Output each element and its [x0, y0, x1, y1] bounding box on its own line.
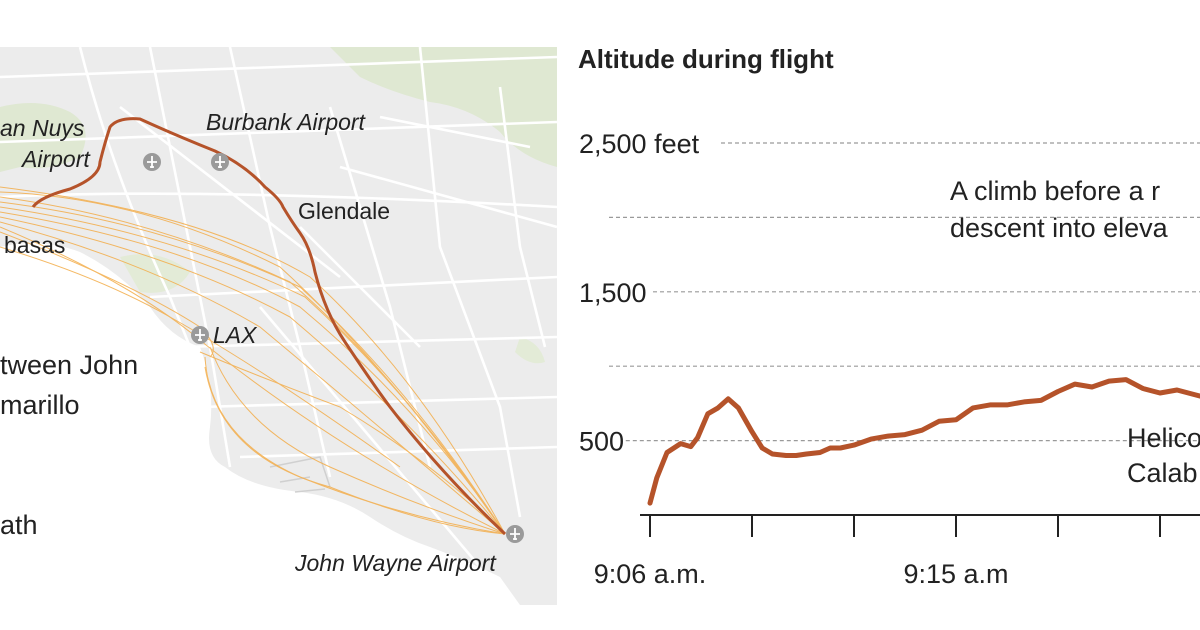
x-tick-label: 9:06 a.m.: [594, 559, 707, 589]
map-label-burbank-airport: Burbank Airport: [206, 109, 365, 135]
map-label-camarillo: marillo: [0, 390, 80, 420]
annotation-text: Calab: [1127, 458, 1198, 488]
y-tick-label: 1,500: [579, 278, 647, 308]
park-area: [0, 103, 86, 172]
port-area: [269, 456, 331, 493]
series-lines: [647, 377, 1200, 506]
altitude-chart: Altitude during flight 500 1,500 2,500 fee…: [557, 0, 1200, 630]
route-map: an Nuys Airport Burbank Airport Glendale…: [0, 47, 557, 605]
y-tick-label: 500: [579, 427, 624, 457]
map-label-lax: LAX: [213, 322, 257, 348]
park-area: [120, 254, 190, 293]
annotation-text: descent into eleva: [950, 213, 1169, 243]
map-label-glendale: Glendale: [298, 198, 391, 224]
ocean: [0, 243, 520, 605]
annotation-text: A climb before a r: [950, 176, 1160, 206]
previous-flight-paths: [0, 186, 506, 535]
map-label-path: ath: [0, 510, 38, 540]
map-label-calabasas: basas: [4, 232, 66, 258]
airplane-icon: [506, 525, 524, 543]
altitude-series-line: [647, 377, 1200, 506]
x-axis-ticks: 9:06 a.m.9:15 a.m9:25 a.m9:3: [594, 514, 1200, 589]
park-area: [515, 337, 545, 364]
annotation-text: Helico: [1127, 423, 1200, 453]
chart-title: Altitude during flight: [578, 44, 834, 74]
altitude-chart-canvas: Altitude during flight 500 1,500 2,500 fee…: [578, 44, 1200, 589]
map-label-john-wayne-airport: John Wayne Airport: [295, 550, 496, 576]
gridlines: [609, 142, 1200, 442]
crash-flight-path: [31, 117, 507, 536]
park-area: [330, 47, 557, 167]
map-canvas: [0, 47, 557, 605]
map-label-van-nuys-airport: Airport: [22, 146, 90, 172]
y-tick-labels: 500 1,500 2,500 feet: [579, 129, 700, 457]
airplane-icon: [211, 153, 229, 171]
airplane-icon: [191, 326, 209, 344]
airplane-icon: [143, 153, 161, 171]
map-label-van-nuys: an Nuys: [0, 115, 85, 141]
annotations: A climb before a r descent into eleva Heli…: [950, 176, 1200, 488]
map-label-between-john: tween John: [0, 350, 139, 380]
x-tick-label: 9:15 a.m: [903, 559, 1008, 589]
y-tick-label: 2,500 feet: [579, 129, 700, 159]
